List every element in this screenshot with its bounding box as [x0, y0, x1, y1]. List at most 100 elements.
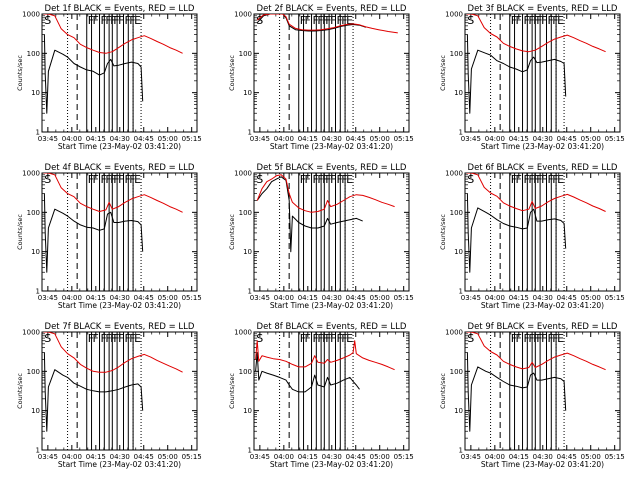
panel-title: Det 4f BLACK = Events, RED = LLD: [45, 163, 195, 173]
x-tick-label: 04:45: [134, 294, 154, 302]
flag-marker-label: F: [524, 14, 530, 27]
flag-marker-label: F: [336, 14, 342, 27]
x-tick-label: 04:15: [86, 135, 106, 143]
x-tick-label: 04:30: [322, 453, 342, 461]
x-tick-label: 05:15: [394, 453, 414, 461]
x-tick-label: 04:15: [86, 453, 106, 461]
flag-marker-label: F: [305, 14, 311, 27]
panel-title: Det 8f BLACK = Events, RED = LLD: [257, 322, 407, 332]
flag-marker-label: F: [533, 173, 539, 186]
flag-marker-label: F: [101, 173, 107, 186]
y-tick-label: 1000: [22, 11, 40, 19]
flag-marker-label: F: [322, 332, 328, 345]
x-tick-label: 04:30: [322, 294, 342, 302]
x-tick-label: 04:30: [110, 294, 130, 302]
flag-marker-label: F: [536, 332, 542, 345]
y-axis-label: Counts/sec: [439, 373, 447, 409]
flag-marker-label: F: [124, 14, 130, 27]
panel-det-9: Det 9f BLACK = Events, RED = LLD 1 10 100 10…: [439, 322, 625, 469]
flag-marker-label: F: [336, 332, 342, 345]
y-tick-label: 100: [27, 50, 40, 58]
flag-marker-label: F: [129, 173, 135, 186]
x-axis-label: Start Time (23-May-02 03:41:20): [481, 301, 604, 310]
x-tick-label: 03:45: [250, 135, 270, 143]
flag-marker-label: F: [118, 332, 124, 345]
y-tick-label: 100: [239, 50, 252, 58]
y-tick-label: 1000: [445, 170, 463, 178]
flag-marker-label: F: [541, 173, 547, 186]
x-tick-label: 03:45: [461, 135, 481, 143]
flag-marker-label: F: [300, 173, 306, 186]
x-tick-label: 04:45: [134, 135, 154, 143]
y-tick-label: 100: [239, 209, 252, 217]
flag-marker-label: F: [528, 173, 534, 186]
series-events-line: [466, 34, 567, 114]
flag-marker-label: F: [101, 332, 107, 345]
y-tick-label: 10: [31, 407, 40, 415]
y-tick-label: 10: [31, 89, 40, 97]
panel-det-4: Det 4f BLACK = Events, RED = LLD 1 10 100 10…: [16, 163, 202, 310]
y-tick-label: 1: [36, 288, 40, 296]
y-tick-label: 1000: [22, 329, 40, 337]
y-tick-label: 1: [36, 129, 40, 137]
flag-marker-label: F: [330, 332, 336, 345]
x-axis-label: Start Time (23-May-02 03:41:20): [481, 142, 604, 151]
plot-frame: [41, 331, 198, 451]
flag-marker-label: F: [325, 332, 331, 345]
x-tick-label: 05:00: [581, 294, 601, 302]
x-tick-label: 04:45: [134, 453, 154, 461]
x-tick-label: 04:30: [533, 294, 553, 302]
series-events-line: [466, 193, 567, 273]
flag-marker-label: F: [129, 14, 135, 27]
x-tick-label: 04:00: [62, 453, 82, 461]
x-tick-label: 04:15: [509, 453, 529, 461]
series-lld-line: [43, 173, 183, 213]
panel-title: Det 5f BLACK = Events, RED = LLD: [257, 163, 407, 173]
x-tick-label: 03:45: [461, 294, 481, 302]
end-marker-label: E: [346, 14, 353, 27]
flag-marker-label: F: [105, 14, 111, 27]
x-tick-label: 04:15: [298, 453, 318, 461]
flag-marker-label: F: [528, 14, 534, 27]
plot-frame: [253, 13, 410, 133]
x-tick-label: 05:15: [605, 135, 625, 143]
panel-det-2: Det 2f BLACK = Events, RED = LLD 1 10 100 10…: [228, 4, 414, 151]
y-tick-label: 1: [459, 447, 463, 455]
flag-marker-label: F: [317, 173, 323, 186]
flag-marker-label: F: [105, 332, 111, 345]
panel-det-8: Det 8f BLACK = Events, RED = LLD 1 10 100 10…: [228, 322, 414, 469]
x-tick-label: 04:00: [274, 135, 294, 143]
x-tick-label: 04:45: [557, 135, 577, 143]
y-tick-label: 1000: [234, 11, 252, 19]
panel-det-3: Det 3f BLACK = Events, RED = LLD 1 10 100 10…: [439, 4, 625, 151]
x-tick-label: 04:00: [274, 294, 294, 302]
y-tick-label: 100: [450, 368, 463, 376]
flag-marker-label: F: [552, 332, 558, 345]
x-axis-label: Start Time (23-May-02 03:41:20): [481, 460, 604, 469]
flag-marker-label: F: [336, 173, 342, 186]
y-tick-label: 1000: [445, 329, 463, 337]
y-axis-label: Counts/sec: [16, 214, 24, 250]
panel-det-1: Det 1f BLACK = Events, RED = LLD 1 10 100 10…: [16, 4, 202, 151]
x-tick-label: 04:45: [346, 294, 366, 302]
plot-frame: [41, 13, 198, 133]
y-tick-label: 1: [459, 129, 463, 137]
x-tick-label: 04:45: [557, 294, 577, 302]
x-tick-label: 05:00: [581, 135, 601, 143]
series-lld-line: [466, 173, 606, 212]
x-tick-label: 04:45: [346, 135, 366, 143]
series-lld-line: [43, 14, 183, 54]
flag-marker-label: F: [305, 173, 311, 186]
start-marker-label: S: [467, 332, 474, 345]
plot-frame: [253, 172, 410, 292]
flag-marker-label: F: [511, 173, 517, 186]
x-tick-label: 03:45: [38, 453, 58, 461]
x-tick-label: 04:30: [322, 135, 342, 143]
flag-marker-label: F: [113, 173, 119, 186]
x-tick-label: 05:00: [158, 453, 178, 461]
flag-marker-label: F: [552, 173, 558, 186]
y-axis-label: Counts/sec: [16, 55, 24, 91]
panel-title: Det 1f BLACK = Events, RED = LLD: [45, 4, 195, 14]
y-tick-label: 100: [27, 368, 40, 376]
